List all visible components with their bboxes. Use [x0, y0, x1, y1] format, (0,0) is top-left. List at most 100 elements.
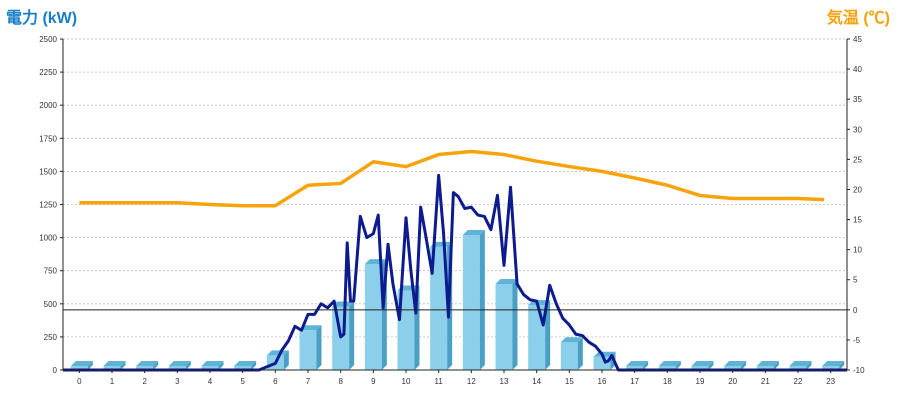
left-tick-label: 2250 — [39, 68, 57, 77]
right-tick-label: 45 — [853, 35, 862, 44]
power-bar-top — [658, 361, 681, 366]
power-bar-side — [185, 361, 191, 370]
power-bar-top — [495, 278, 518, 284]
left-tick-label: 2500 — [39, 35, 57, 44]
power-bar — [299, 330, 317, 370]
power-bar-top — [789, 361, 812, 366]
power-bar — [70, 366, 88, 370]
power-bar — [201, 366, 219, 370]
x-tick-label: 22 — [794, 377, 803, 386]
series-lines — [63, 149, 847, 372]
power-bar-top — [234, 361, 257, 366]
x-tick-label: 16 — [598, 377, 607, 386]
x-tick-label: 9 — [371, 377, 376, 386]
power-bar-top — [70, 361, 93, 366]
power-bar-side — [479, 229, 485, 370]
power-bar-side — [545, 300, 551, 370]
left-tick-label: 0 — [53, 366, 58, 375]
power-bar — [822, 366, 840, 370]
power-bar-side — [643, 361, 649, 370]
power-bar-top — [691, 361, 714, 366]
right-tick-label: -10 — [853, 366, 865, 375]
power-bar — [528, 305, 546, 370]
x-tick-label: 2 — [142, 377, 147, 386]
x-tick-label: 12 — [467, 377, 476, 386]
power-bar — [789, 366, 807, 370]
x-tick-label: 23 — [826, 377, 835, 386]
power-bar-top — [822, 361, 845, 366]
x-tick-label: 13 — [500, 377, 509, 386]
temperature-line — [79, 149, 825, 208]
power-bar — [626, 366, 644, 370]
power-bar — [397, 290, 415, 370]
left-axis-title: 電力 (kW) — [6, 10, 78, 27]
right-tick-label: -5 — [853, 336, 861, 345]
left-tick-label: 250 — [44, 333, 58, 342]
power-bar-top — [332, 301, 355, 307]
right-tick-label: 15 — [853, 216, 862, 225]
power-bar — [691, 366, 709, 370]
left-tick-label: 1500 — [39, 167, 57, 176]
power-bar — [495, 283, 513, 370]
power-bar — [756, 366, 774, 370]
power-bar-top — [201, 361, 224, 366]
left-tick-label: 1750 — [39, 134, 57, 143]
power-bar-top — [756, 361, 779, 366]
power-bar-top — [168, 361, 191, 366]
right-tick-label: 20 — [853, 185, 862, 194]
power-bar-top — [430, 241, 453, 247]
power-bar — [103, 366, 121, 370]
power-bar-top — [266, 350, 289, 356]
right-tick-label: 25 — [853, 155, 862, 164]
right-axis-title: 気温 (℃) — [826, 10, 890, 27]
power-bar-side — [120, 361, 126, 370]
x-tick-label: 8 — [338, 377, 343, 386]
x-tick-label: 1 — [110, 377, 115, 386]
power-bar — [593, 356, 611, 370]
power-bar — [724, 366, 742, 370]
power-bar — [560, 342, 578, 370]
power-bar — [462, 234, 480, 370]
power-bar-top — [560, 337, 583, 343]
power-bar — [658, 366, 676, 370]
power-bar-side — [87, 361, 93, 370]
power-bar-side — [839, 361, 845, 370]
x-tick-label: 0 — [77, 377, 82, 386]
x-tick-label: 18 — [663, 377, 672, 386]
power-bar-top — [103, 361, 126, 366]
x-tick-label: 21 — [761, 377, 770, 386]
power-bar-side — [577, 337, 583, 370]
power-bar — [234, 366, 252, 370]
left-tick-label: 500 — [44, 300, 58, 309]
power-bar — [364, 264, 382, 370]
x-tick-label: 6 — [273, 377, 278, 386]
power-bar-side — [675, 361, 681, 370]
x-tick-label: 15 — [565, 377, 574, 386]
x-tick-label: 19 — [696, 377, 705, 386]
right-tick-label: 0 — [853, 306, 858, 315]
power-bar-side — [741, 361, 747, 370]
power-bar — [136, 366, 154, 370]
x-tick-label: 7 — [306, 377, 311, 386]
power-bar-side — [153, 361, 159, 370]
tick-labels: 02505007501000125015001750200022502500-1… — [39, 35, 865, 386]
right-tick-label: 10 — [853, 246, 862, 255]
power-line — [63, 173, 847, 372]
power-bar-top — [462, 229, 485, 235]
x-tick-label: 14 — [532, 377, 541, 386]
power-bar — [168, 366, 186, 370]
power-bar-top — [136, 361, 159, 366]
left-tick-label: 1250 — [39, 201, 57, 210]
x-tick-label: 10 — [402, 377, 411, 386]
power-bars — [70, 229, 845, 370]
power-bar-top — [724, 361, 747, 366]
power-bar-top — [299, 325, 322, 331]
power-bar-side — [283, 350, 289, 370]
power-bar-side — [708, 361, 714, 370]
power-bar-side — [251, 361, 257, 370]
x-tick-label: 4 — [208, 377, 213, 386]
left-tick-label: 750 — [44, 267, 58, 276]
power-bar-side — [512, 278, 518, 370]
right-tick-label: 40 — [853, 65, 862, 74]
